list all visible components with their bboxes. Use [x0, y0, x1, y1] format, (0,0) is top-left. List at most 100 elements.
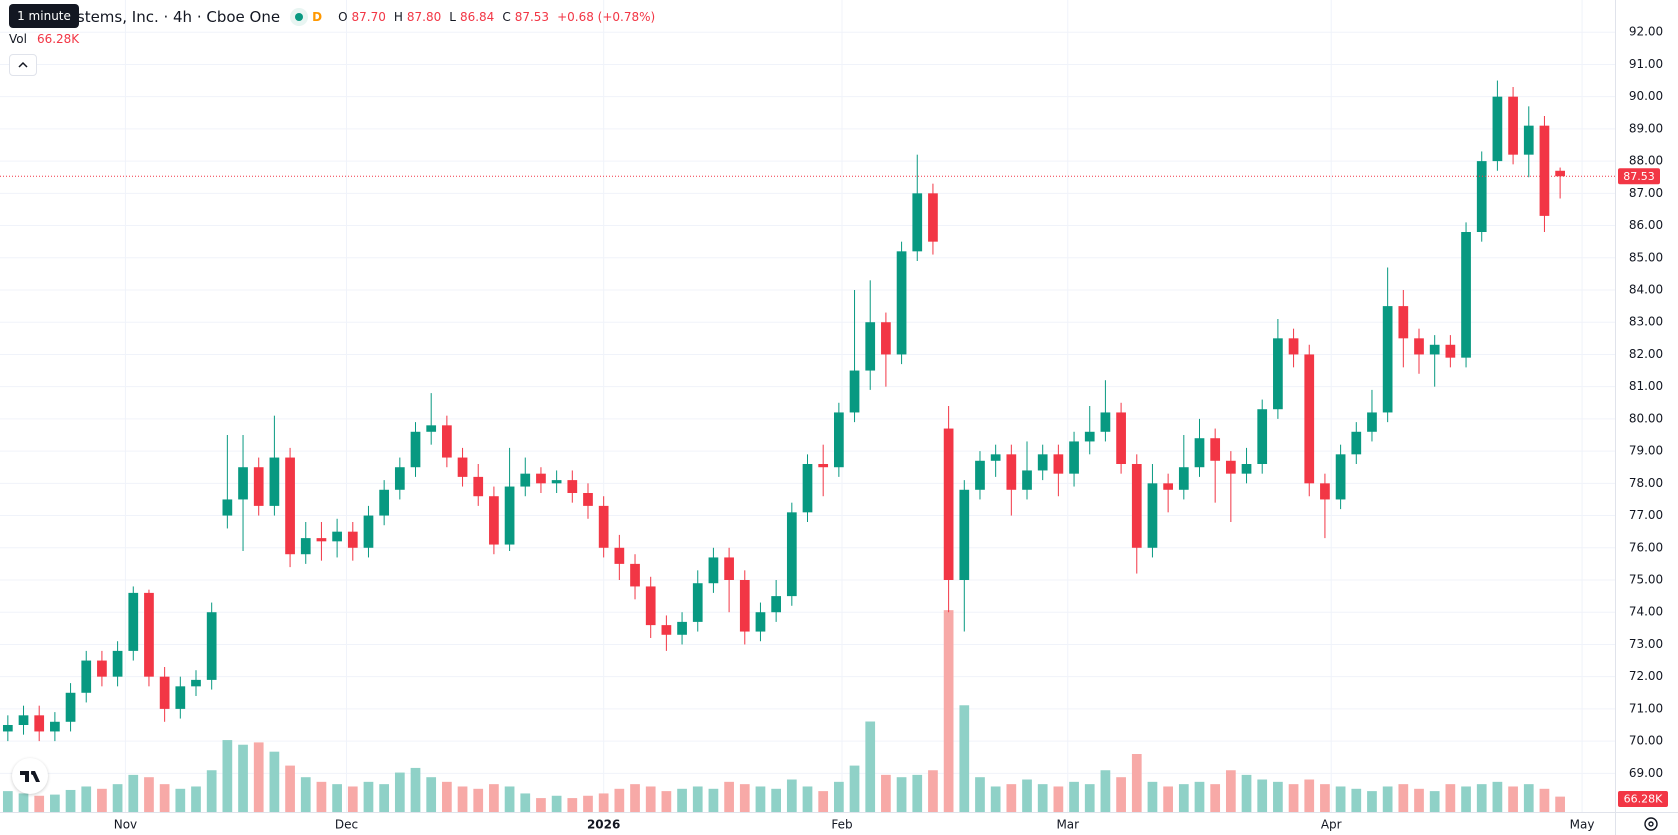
volume-bar: [849, 765, 860, 812]
candle-body: [661, 625, 672, 635]
candle-body: [50, 721, 60, 732]
volume-bar: [300, 777, 311, 812]
candle-body: [802, 464, 813, 513]
volume-bar: [1163, 786, 1173, 812]
candle-body: [1022, 470, 1032, 490]
candle-body: [1523, 125, 1534, 155]
candle-body: [677, 621, 687, 635]
volume-bar: [1335, 786, 1346, 812]
status-dot: [290, 8, 309, 26]
candle-body: [896, 251, 907, 355]
y-tick-label: 73.00: [1629, 637, 1663, 651]
logo: [12, 758, 48, 794]
legend-change: +0.68 (+0.78%): [557, 10, 656, 24]
volume-bar: [1116, 777, 1126, 812]
volume-bar: [285, 765, 295, 812]
legend-value: 86.84: [459, 10, 495, 24]
y-tick-label: 81.00: [1629, 379, 1663, 393]
candle-body: [645, 586, 656, 626]
volume-bar: [1445, 784, 1456, 812]
symbol-title: ystems, Inc. · 4h · Cboe One: [68, 8, 281, 26]
candle-body: [332, 531, 342, 542]
volume-bar: [1257, 779, 1268, 812]
candle-body: [222, 499, 233, 516]
candle-body: [65, 692, 76, 722]
candle-body: [1163, 483, 1173, 490]
volume-bar: [771, 788, 782, 812]
legend-label: C: [502, 10, 511, 24]
volume-bar: [379, 784, 390, 812]
candle-body: [1461, 232, 1471, 358]
candle-body: [394, 467, 405, 490]
volume-bar: [473, 788, 484, 812]
candle-body: [1382, 306, 1393, 413]
y-tick-label: 87.00: [1629, 186, 1663, 200]
candle-body: [1147, 483, 1158, 548]
interval-tooltip: 1 minute: [9, 4, 79, 28]
volume-bars: [2, 610, 1565, 812]
volume-bar: [347, 786, 358, 812]
candle-body: [97, 660, 107, 677]
candle-body: [583, 493, 593, 506]
volume-bar: [1131, 754, 1142, 812]
settings-button[interactable]: [1640, 813, 1662, 835]
candle-body: [990, 454, 1001, 461]
volume-bar: [97, 788, 107, 812]
badge: D: [312, 10, 323, 24]
volume-bar: [1508, 786, 1518, 812]
candle-body: [724, 557, 734, 580]
candle-body: [881, 322, 891, 355]
volume-bar: [206, 770, 217, 812]
volume-bar: [912, 774, 923, 812]
volume-bar: [1414, 788, 1424, 812]
candle-body: [473, 476, 484, 497]
candle-body: [975, 460, 985, 490]
candle-body: [1320, 483, 1330, 500]
candle-body: [1100, 412, 1111, 432]
y-tick-label: 77.00: [1629, 508, 1663, 522]
candle-body: [1476, 161, 1487, 232]
volume-bar: [144, 777, 154, 812]
volume-tag-box: [1618, 791, 1668, 807]
y-tick-label: 85.00: [1629, 250, 1663, 264]
volume-bar: [786, 779, 797, 812]
x-tick-label: Mar: [1056, 818, 1079, 832]
volume-bar: [128, 774, 139, 812]
volume-bar: [833, 781, 844, 812]
candle-body: [426, 425, 437, 432]
volume-bar: [1053, 786, 1064, 812]
candle-body: [1210, 438, 1221, 461]
candle-body: [818, 464, 829, 468]
y-tick-label: 88.00: [1629, 154, 1663, 168]
legend-value: 87.53: [514, 10, 550, 24]
x-tick-label: Nov: [114, 818, 137, 832]
candle-body: [363, 515, 374, 548]
collapse-button[interactable]: [9, 54, 37, 76]
candle-body: [755, 612, 766, 632]
volume-bar: [191, 786, 201, 812]
volume-bar: [802, 786, 813, 812]
candle-body: [865, 322, 876, 371]
volume-bar: [677, 788, 687, 812]
volume-bar: [943, 610, 954, 812]
volume-bar: [865, 721, 876, 812]
candle-body: [1351, 431, 1362, 455]
volume-bar: [739, 784, 750, 812]
volume-bar: [1367, 791, 1377, 812]
volume-bar: [959, 705, 970, 812]
volume-bar: [928, 770, 938, 812]
candles: [2, 80, 1565, 742]
volume-bar: [222, 740, 233, 812]
volume-label: Vol: [9, 32, 27, 46]
volume-bar: [1037, 784, 1048, 812]
candle-body: [253, 467, 264, 506]
volume-bar: [708, 788, 719, 812]
candle-body: [912, 193, 923, 252]
volume-bar: [536, 798, 546, 812]
volume-bar: [1382, 786, 1393, 812]
volume-bar: [1429, 791, 1440, 812]
candle-body: [520, 473, 531, 487]
volume-bar: [881, 774, 891, 812]
volume-bar: [1100, 770, 1111, 812]
volume-bar: [551, 795, 562, 812]
